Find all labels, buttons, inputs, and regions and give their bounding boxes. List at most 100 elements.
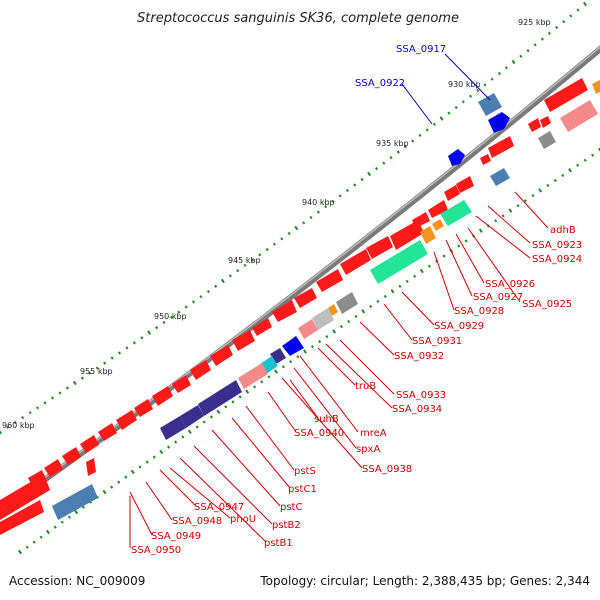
inner-tick: [46, 529, 50, 535]
outer-tick: [21, 416, 25, 420]
outer-tick: [533, 43, 537, 47]
outer-tick: [169, 315, 173, 319]
inner-tick: [325, 335, 329, 339]
outer-tick: [13, 420, 17, 425]
gene-label-ssa0927: SSA_0927: [473, 292, 523, 303]
scale-label-955: 955 kbp: [80, 367, 113, 376]
inner-tick: [216, 409, 221, 415]
gene-mreA-blue: [282, 336, 304, 356]
connector-pstC: [211, 429, 281, 507]
outer-tick: [280, 237, 284, 241]
gene-label-pstB1: pstB1: [264, 538, 293, 549]
gene-upper-right-orange: [592, 80, 600, 94]
inner-tick: [195, 425, 199, 429]
outer-tick: [382, 161, 386, 165]
outer-tick: [353, 183, 357, 187]
gene-label-adhB: adhB: [550, 225, 576, 236]
outer-tick: [562, 20, 566, 24]
outer-tick: [192, 300, 196, 304]
connector-ssa0917: [444, 53, 491, 101]
connector-ssa0940: [267, 391, 297, 433]
outer-tick: [294, 225, 299, 231]
lower-strand-genes: [0, 458, 96, 535]
outer-tick: [389, 156, 393, 160]
inner-tick: [464, 239, 468, 243]
outer-tick: [199, 295, 203, 299]
gene-rev-gray-upper: [538, 131, 556, 149]
connector-ssa0927: [445, 239, 473, 297]
inner-tick: [130, 469, 135, 475]
inner-tick: [376, 299, 380, 304]
gene-label-ssa0931: SSA_0931: [412, 336, 462, 347]
outer-tick: [177, 310, 181, 314]
gene-fwd-red-19: [190, 360, 211, 380]
gene-ssa0927-orange: [420, 226, 436, 244]
connector-pstB2: [193, 445, 273, 525]
inner-tick: [53, 525, 57, 529]
gene-adhB-steelblue: [490, 168, 510, 186]
outer-tick: [454, 105, 458, 110]
outer-tick: [497, 71, 501, 76]
scale-label-935: 935 kbp: [376, 139, 409, 148]
outer-tick: [583, 1, 587, 7]
outer-tick: [490, 77, 494, 81]
outer-tick: [58, 391, 62, 395]
gene-label-ssa0922: SSA_0922: [355, 78, 405, 89]
inner-tick: [224, 405, 228, 409]
scale-label-930: 930 kbp: [448, 80, 481, 89]
gene-fwd-red-27: [44, 459, 63, 477]
outer-tick: [331, 199, 335, 203]
gene-label-pstS: pstS: [294, 466, 316, 477]
gene-pstC1-slate: [180, 405, 204, 428]
connector-adhB: [514, 191, 549, 229]
gene-label-phoU: phoU: [230, 514, 256, 525]
gene-label-mreA: mreA: [360, 428, 387, 439]
inner-tick: [318, 340, 322, 344]
outer-tick: [103, 361, 107, 365]
inner-tick: [39, 535, 43, 539]
inner-tick: [501, 214, 505, 218]
outer-tick: [425, 128, 429, 132]
gene-fwd-red-2: [528, 118, 541, 132]
gene-ssa0925-aquamarine: [440, 200, 472, 226]
gene-fwd-red-25: [80, 435, 99, 453]
gene-rev-salmon-upper: [560, 100, 598, 132]
outer-tick: [504, 66, 508, 70]
outer-tick: [265, 247, 269, 252]
gene-ssa0922-blue: [448, 149, 465, 166]
gene-fwd-red-13: [316, 269, 343, 292]
outer-tick: [236, 269, 240, 273]
inner-tick: [310, 345, 314, 349]
forward-strand-genes: [28, 78, 600, 487]
outer-tick: [287, 231, 291, 236]
gene-label-pstB2: pstB2: [272, 520, 301, 531]
inner-tick: [516, 204, 520, 208]
outer-tick: [243, 263, 247, 267]
inner-tick: [546, 183, 550, 188]
outer-tick: [345, 188, 349, 193]
inner-tick: [361, 309, 366, 314]
inner-tick: [25, 545, 29, 549]
connector-truB: [317, 347, 356, 386]
gene-label-ssa0932: SSA_0932: [394, 351, 444, 362]
outer-tick: [439, 116, 444, 121]
inner-tick: [494, 219, 498, 223]
outer-tick: [540, 37, 544, 41]
connector-ssa0932: [359, 321, 395, 356]
gene-fwd-red-23: [116, 410, 137, 430]
gene-ssa0917-blue: [488, 112, 510, 133]
gene-labels-blue: SSA_0917 SSA_0922: [355, 44, 446, 89]
inner-tick: [231, 400, 235, 404]
gene-label-pstC1: pstC1: [288, 484, 317, 495]
gene-fwd-red-17: [232, 330, 255, 351]
outer-tick: [411, 139, 415, 143]
outer-tick: [272, 242, 276, 246]
connector-ssa0926: [455, 233, 485, 284]
inner-tick: [187, 429, 192, 435]
gene-label-ssa0948: SSA_0948: [172, 516, 222, 527]
connector-ssa0948: [145, 481, 173, 521]
outer-tick-marks: [0, 1, 587, 435]
outer-tick: [132, 341, 136, 345]
inner-tick: [413, 274, 417, 278]
gene-ssa0931-gray: [336, 292, 358, 314]
